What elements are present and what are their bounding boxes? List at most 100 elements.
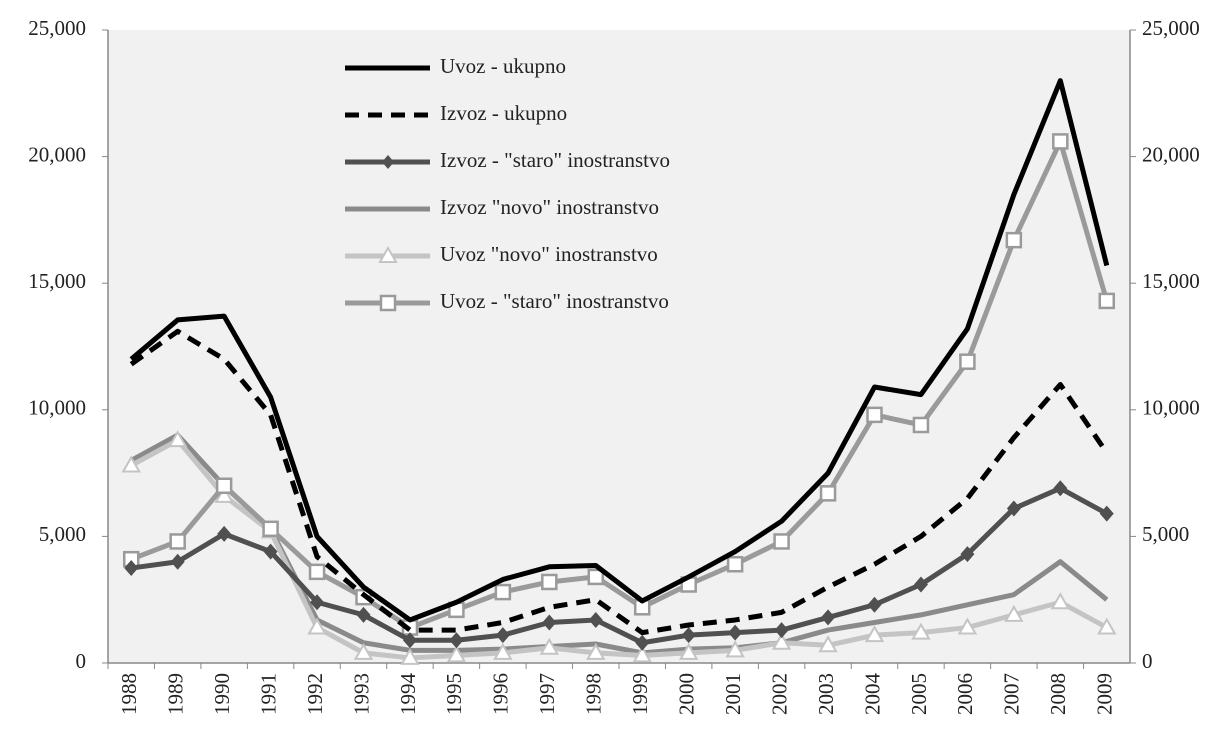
point bbox=[494, 583, 512, 601]
point bbox=[263, 543, 278, 560]
x-tick-label: 1999 bbox=[628, 673, 652, 715]
point bbox=[124, 560, 139, 577]
point bbox=[493, 642, 513, 660]
point bbox=[866, 406, 883, 424]
point bbox=[726, 556, 744, 573]
x-tick-label: 1988 bbox=[117, 673, 141, 715]
x-tick-label: 1993 bbox=[349, 673, 373, 715]
legend-label: Izvoz - "staro" inostranstvo bbox=[440, 148, 670, 172]
point bbox=[217, 525, 232, 542]
point bbox=[121, 455, 141, 473]
point bbox=[821, 609, 836, 626]
series-line bbox=[129, 328, 1109, 636]
y2-tick-label: 20,000 bbox=[1142, 142, 1200, 166]
x-tick-label: 2001 bbox=[721, 673, 745, 715]
x-tick-label: 1990 bbox=[210, 673, 234, 715]
point bbox=[728, 624, 743, 641]
point bbox=[169, 533, 186, 550]
point bbox=[864, 625, 885, 643]
point bbox=[771, 632, 792, 650]
x-tick-label: 1992 bbox=[303, 673, 327, 715]
point bbox=[586, 642, 606, 660]
x-tick-label: 2000 bbox=[674, 673, 698, 715]
point bbox=[449, 632, 464, 649]
point bbox=[495, 627, 510, 644]
point bbox=[1053, 480, 1068, 497]
point bbox=[588, 611, 603, 628]
series-line bbox=[130, 485, 1108, 646]
point bbox=[1006, 500, 1021, 517]
point bbox=[959, 353, 976, 370]
point bbox=[214, 485, 234, 503]
y2-tick-label: 25,000 bbox=[1142, 16, 1200, 40]
x-tick-label: 2009 bbox=[1093, 673, 1117, 715]
point bbox=[913, 576, 928, 593]
x-tick-label: 2002 bbox=[767, 673, 791, 715]
point bbox=[402, 632, 417, 649]
y2-tick-label: 15,000 bbox=[1142, 269, 1200, 293]
point bbox=[541, 573, 558, 591]
point bbox=[867, 596, 882, 613]
y2-tick-label: 5,000 bbox=[1142, 522, 1189, 546]
point bbox=[911, 622, 931, 640]
point bbox=[400, 647, 420, 665]
legend-label: Uvoz - ukupno bbox=[440, 54, 566, 78]
point bbox=[167, 430, 188, 448]
y-tick-label: 10,000 bbox=[28, 396, 86, 420]
legend-marker bbox=[379, 294, 397, 312]
point bbox=[170, 553, 185, 570]
x-tick-label: 1994 bbox=[396, 673, 420, 716]
x-tick-label: 1998 bbox=[582, 673, 606, 715]
point bbox=[446, 645, 467, 663]
point bbox=[587, 568, 605, 586]
point bbox=[215, 477, 233, 495]
point bbox=[681, 627, 696, 644]
y-tick-label: 25,000 bbox=[28, 16, 86, 40]
point bbox=[773, 533, 790, 550]
point bbox=[1097, 617, 1117, 635]
point bbox=[1052, 133, 1069, 150]
point bbox=[912, 416, 930, 434]
plot-area bbox=[108, 30, 1130, 663]
point bbox=[542, 614, 557, 631]
x-tick-label: 2005 bbox=[907, 673, 931, 715]
x-tick-label: 2007 bbox=[1000, 673, 1024, 715]
point bbox=[725, 640, 745, 658]
legend-label: Uvoz "novo" inostranstvo bbox=[440, 242, 658, 266]
point bbox=[262, 520, 279, 538]
legend-label: Izvoz "novo" inostranstvo bbox=[440, 195, 659, 219]
legend-marker bbox=[378, 245, 398, 263]
y-tick-label: 15,000 bbox=[28, 269, 86, 293]
y2-tick-label: 10,000 bbox=[1142, 396, 1200, 420]
point bbox=[1005, 231, 1023, 249]
x-tick-label: 1991 bbox=[256, 673, 280, 715]
point bbox=[632, 645, 652, 663]
point bbox=[1050, 592, 1071, 610]
x-tick-label: 1989 bbox=[163, 673, 187, 715]
legend-label: Uvoz - "staro" inostranstvo bbox=[440, 289, 669, 313]
x-tick-label: 1996 bbox=[489, 673, 513, 715]
y-tick-label: 0 bbox=[76, 649, 87, 673]
point bbox=[774, 622, 789, 639]
legend-marker bbox=[382, 155, 394, 169]
point bbox=[635, 634, 650, 651]
legend-label: Izvoz - ukupno bbox=[440, 101, 567, 125]
x-tick-label: 2008 bbox=[1046, 673, 1070, 715]
point bbox=[819, 485, 837, 502]
x-tick-label: 1995 bbox=[442, 673, 466, 715]
y-tick-label: 20,000 bbox=[28, 142, 86, 166]
point bbox=[308, 563, 326, 581]
x-tick-label: 2003 bbox=[814, 673, 838, 715]
x-tick-label: 1997 bbox=[535, 673, 559, 715]
y-tick-label: 5,000 bbox=[39, 522, 86, 546]
point bbox=[1004, 604, 1024, 622]
point bbox=[1098, 292, 1116, 310]
x-tick-label: 2006 bbox=[953, 673, 977, 715]
point bbox=[957, 617, 978, 635]
x-tick-label: 2004 bbox=[860, 673, 884, 716]
point bbox=[353, 642, 374, 660]
point bbox=[539, 637, 560, 655]
point bbox=[310, 594, 325, 611]
point bbox=[678, 642, 699, 660]
point bbox=[1099, 505, 1114, 522]
